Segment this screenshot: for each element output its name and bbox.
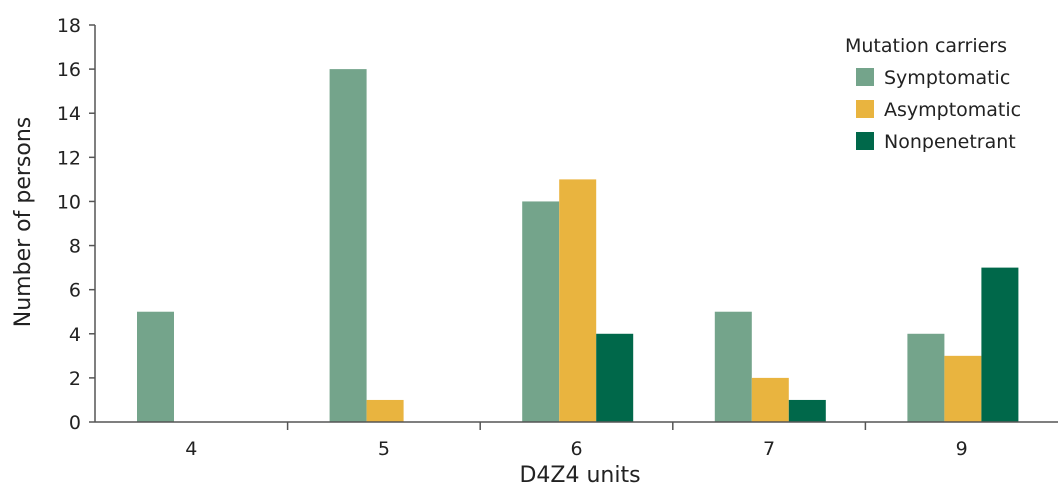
bar-symptomatic-7 [714, 311, 752, 422]
y-tick-label: 10 [57, 191, 81, 213]
x-axis: 4 5 6 7 9 [95, 421, 1058, 460]
legend-label: Nonpenetrant [884, 131, 1016, 153]
legend-label: Symptomatic [884, 67, 1010, 89]
legend-label: Asymptomatic [884, 99, 1021, 121]
bar-nonpenetrant-6 [596, 333, 634, 422]
y-tick-label: 14 [57, 103, 81, 125]
bar-symptomatic-6 [522, 201, 560, 422]
legend-swatch [856, 100, 874, 118]
y-axis: 0 2 4 6 8 10 12 14 16 18 [57, 15, 96, 434]
y-tick-label: 4 [69, 324, 81, 346]
x-tick-label: 6 [570, 438, 582, 460]
y-tick-label: 12 [57, 147, 81, 169]
bar-asymptomatic-7 [751, 377, 789, 422]
legend-title: Mutation carriers [845, 35, 1007, 57]
legend-swatch [856, 68, 874, 86]
legend-swatch [856, 132, 874, 150]
bar-nonpenetrant-9 [981, 267, 1019, 422]
bar-symptomatic-5 [329, 69, 367, 422]
legend: Mutation carriers Symptomatic Asymptomati… [845, 35, 1021, 153]
x-axis-title: D4Z4 units [519, 463, 640, 488]
y-tick-label: 18 [57, 15, 81, 37]
bar-asymptomatic-5 [366, 399, 404, 422]
y-tick-label: 6 [69, 280, 81, 302]
y-tick-label: 16 [57, 59, 81, 81]
x-tick-label: 5 [378, 438, 390, 460]
bar-asymptomatic-6 [559, 179, 597, 422]
bar-asymptomatic-9 [944, 355, 982, 422]
x-tick-label: 9 [956, 438, 968, 460]
bar-symptomatic-9 [907, 333, 945, 422]
bar-symptomatic-4 [137, 311, 174, 422]
bars-group [137, 69, 1019, 422]
x-tick-label: 4 [185, 438, 197, 460]
bar-nonpenetrant-7 [788, 399, 826, 422]
y-tick-label: 8 [69, 236, 81, 258]
y-tick-label: 2 [69, 368, 81, 390]
y-axis-title: Number of persons [11, 117, 36, 327]
x-tick-label: 7 [763, 438, 775, 460]
y-tick-label: 0 [69, 412, 81, 434]
